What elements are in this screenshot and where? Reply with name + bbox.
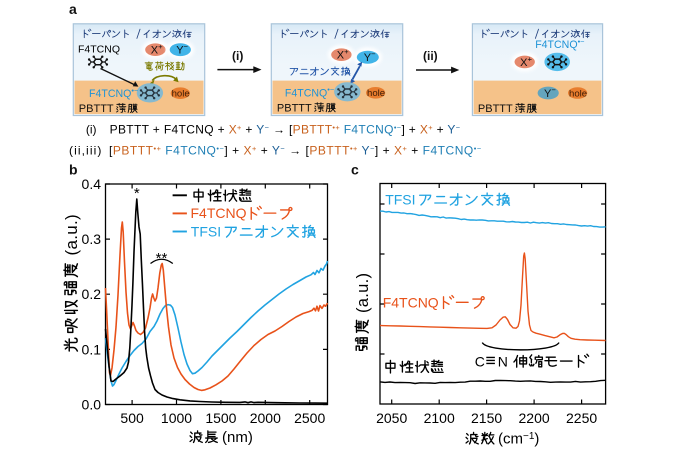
- svg-text:(i): (i): [86, 123, 97, 137]
- svg-text:F4TCNQ: F4TCNQ: [383, 295, 439, 311]
- svg-text:(i): (i): [232, 49, 243, 63]
- svg-text:PBTTT + F4TCNQ + X+ + Y− → [PB: PBTTT + F4TCNQ + X+ + Y− → [PBTTT•+ F4TC…: [110, 123, 461, 137]
- svg-text:TFSI: TFSI: [191, 223, 221, 239]
- svg-text:0.2: 0.2: [82, 286, 102, 302]
- svg-text:1000: 1000: [161, 410, 192, 426]
- svg-text:PBTTT: PBTTT: [478, 103, 513, 115]
- svg-text:hole: hole: [569, 88, 587, 99]
- svg-text:[PBTTT•+ F4TCNQ•−] + X+ + Y− →: [PBTTT•+ F4TCNQ•−] + X+ + Y− → [PBTTT•+ …: [109, 144, 482, 158]
- svg-text:PBTTT: PBTTT: [79, 103, 114, 115]
- svg-text:0.1: 0.1: [82, 341, 102, 357]
- svg-text:hole: hole: [367, 88, 385, 99]
- svg-text:2000: 2000: [250, 410, 281, 426]
- svg-text:500: 500: [120, 410, 144, 426]
- svg-text:a: a: [69, 1, 77, 17]
- svg-text:b: b: [69, 162, 78, 178]
- svg-text:1500: 1500: [205, 410, 236, 426]
- svg-text:C: C: [475, 353, 485, 369]
- svg-text:(a.u.): (a.u.): [62, 214, 81, 255]
- svg-text:**: **: [156, 250, 168, 267]
- svg-text:hole: hole: [172, 89, 190, 100]
- svg-text:F4TCNQ•−: F4TCNQ•−: [285, 85, 334, 99]
- svg-text:PBTTT: PBTTT: [277, 102, 312, 114]
- svg-text:F4TCNQ•−: F4TCNQ•−: [535, 37, 584, 51]
- svg-text:2150: 2150: [471, 410, 502, 426]
- svg-text:c: c: [351, 162, 359, 178]
- svg-text:2500: 2500: [294, 410, 325, 426]
- svg-text:F4TCNQ: F4TCNQ: [78, 43, 120, 55]
- svg-text:(nm): (nm): [222, 429, 253, 446]
- svg-text:(a.u.): (a.u.): [354, 273, 372, 313]
- svg-text:(ii): (ii): [423, 49, 438, 63]
- svg-text:TFSI: TFSI: [385, 191, 415, 207]
- svg-text:2200: 2200: [519, 410, 550, 426]
- svg-text:0.3: 0.3: [82, 231, 102, 247]
- svg-text:*: *: [134, 185, 140, 202]
- svg-text:F4TCNQ: F4TCNQ: [191, 205, 247, 221]
- svg-text:(cm−1): (cm−1): [498, 430, 539, 447]
- svg-text:0.4: 0.4: [82, 176, 102, 192]
- svg-text:(ii,iii): (ii,iii): [69, 144, 102, 158]
- svg-text:2250: 2250: [566, 410, 597, 426]
- svg-text:0.0: 0.0: [82, 397, 102, 413]
- svg-text:F4TCNQ•−: F4TCNQ•−: [89, 86, 138, 100]
- svg-text:2050: 2050: [376, 410, 407, 426]
- svg-text:N: N: [498, 353, 508, 369]
- svg-text:2100: 2100: [424, 410, 455, 426]
